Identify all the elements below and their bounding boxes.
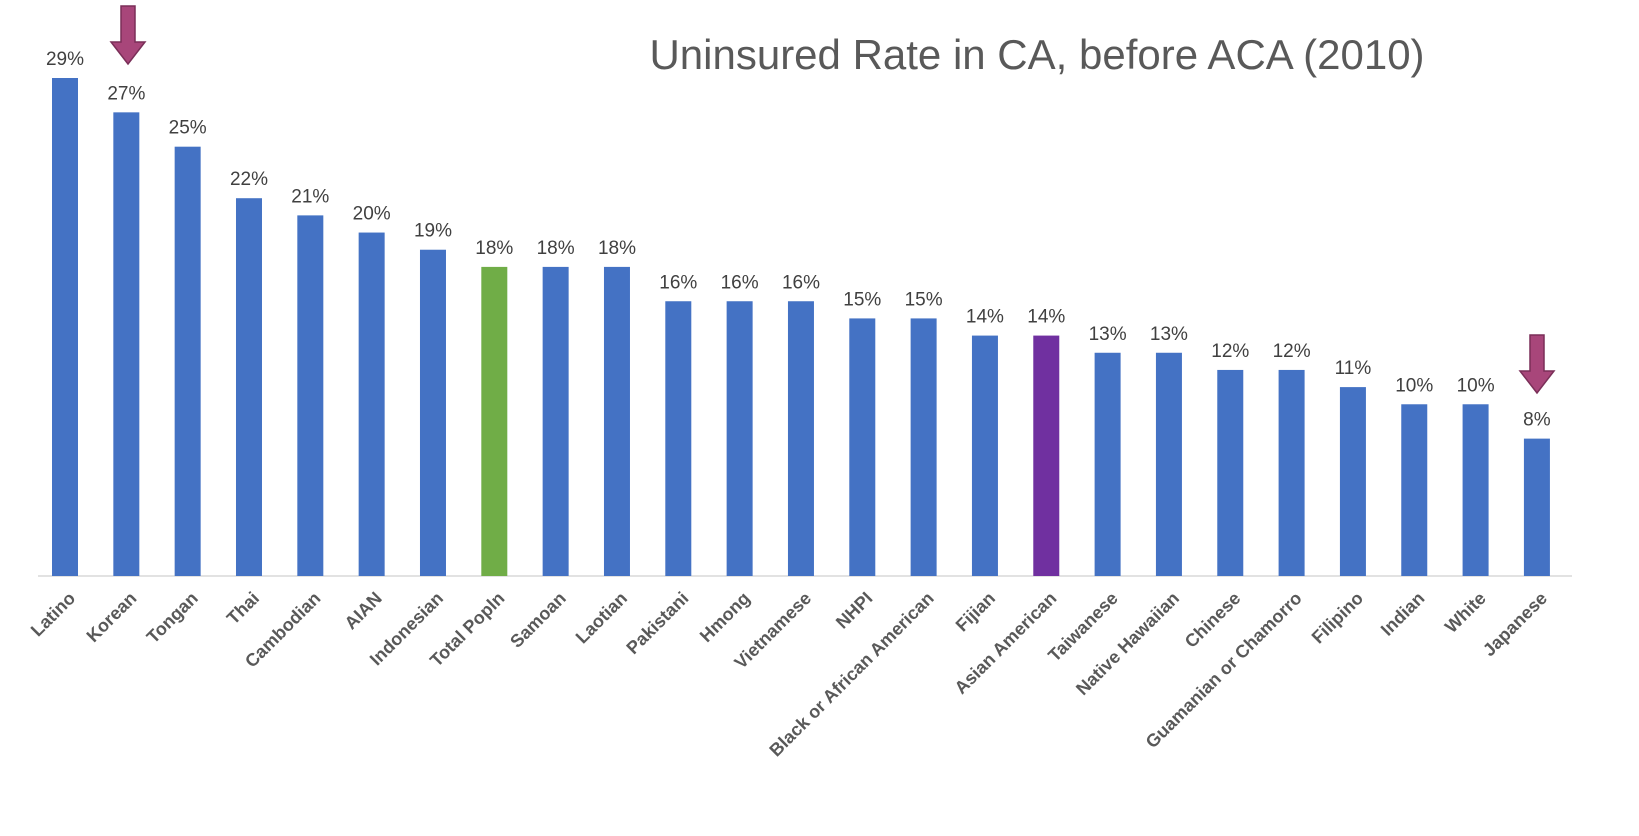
bar bbox=[910, 318, 937, 576]
bar bbox=[297, 215, 324, 576]
bar bbox=[1155, 352, 1182, 576]
value-label: 20% bbox=[353, 204, 391, 225]
bar bbox=[665, 301, 692, 576]
value-label: 10% bbox=[1457, 375, 1495, 396]
value-label: 16% bbox=[721, 272, 759, 293]
x-tick-label: Japanese bbox=[1479, 588, 1551, 660]
bar bbox=[1462, 404, 1489, 576]
bar bbox=[1033, 335, 1060, 576]
value-label: 25% bbox=[169, 118, 207, 139]
bar bbox=[419, 249, 446, 577]
value-label: 18% bbox=[598, 238, 636, 259]
value-label: 18% bbox=[475, 238, 513, 259]
bar bbox=[1278, 369, 1305, 576]
value-label: 15% bbox=[843, 289, 881, 310]
x-tick-label: Tongan bbox=[143, 588, 202, 647]
bar bbox=[481, 266, 508, 576]
bar bbox=[1217, 369, 1244, 576]
chart-title: Uninsured Rate in CA, before ACA (2010) bbox=[649, 31, 1424, 78]
x-tick-label: Chinese bbox=[1181, 588, 1245, 652]
value-label: 19% bbox=[414, 221, 452, 242]
x-tick-label: Native Hawaiian bbox=[1072, 588, 1183, 699]
bar bbox=[603, 266, 630, 576]
value-label: 15% bbox=[905, 289, 943, 310]
value-label: 16% bbox=[659, 272, 697, 293]
value-label: 14% bbox=[1027, 307, 1065, 328]
arrow bbox=[109, 5, 147, 66]
bar bbox=[235, 198, 262, 576]
x-tick-label: NHPI bbox=[832, 588, 877, 633]
bar bbox=[849, 318, 876, 576]
value-label: 12% bbox=[1273, 341, 1311, 362]
x-tick-label: Thai bbox=[223, 588, 263, 628]
value-label: 27% bbox=[107, 83, 145, 104]
value-label: 13% bbox=[1089, 324, 1127, 345]
x-tick-label: Fijian bbox=[952, 588, 999, 635]
bar bbox=[971, 335, 998, 576]
value-label: 8% bbox=[1523, 410, 1551, 431]
value-label: 14% bbox=[966, 307, 1004, 328]
x-tick-label: Indian bbox=[1377, 588, 1429, 640]
value-label: 16% bbox=[782, 272, 820, 293]
bar bbox=[1523, 438, 1550, 576]
bar bbox=[726, 301, 753, 576]
x-tick-label: Asian American bbox=[951, 588, 1061, 698]
x-tick-label: Samoan bbox=[506, 588, 570, 652]
x-tick-label: AIAN bbox=[341, 588, 386, 633]
bar bbox=[542, 266, 569, 576]
bar bbox=[1339, 387, 1366, 576]
bar bbox=[174, 146, 201, 577]
bar bbox=[113, 112, 140, 577]
x-tick-label: Hmong bbox=[696, 588, 754, 646]
value-label: 21% bbox=[291, 186, 329, 207]
bar bbox=[1401, 404, 1428, 576]
x-tick-label: Pakistani bbox=[622, 588, 692, 658]
x-tick-label: Laotian bbox=[572, 588, 631, 647]
value-label: 10% bbox=[1395, 375, 1433, 396]
value-label: 13% bbox=[1150, 324, 1188, 345]
bar bbox=[1094, 352, 1121, 576]
bar bbox=[52, 78, 78, 576]
bar bbox=[358, 232, 385, 576]
value-label: 29% bbox=[46, 49, 84, 70]
arrow bbox=[1518, 334, 1556, 395]
value-label: 11% bbox=[1335, 358, 1372, 379]
bar bbox=[787, 301, 814, 576]
x-tick-label: White bbox=[1441, 588, 1490, 637]
value-label: 18% bbox=[537, 238, 575, 259]
x-tick-label: Latino bbox=[27, 588, 79, 640]
value-label: 12% bbox=[1211, 341, 1249, 362]
value-label: 22% bbox=[230, 169, 268, 190]
x-tick-label: Filipino bbox=[1308, 588, 1367, 647]
x-tick-label: Korean bbox=[83, 588, 141, 646]
